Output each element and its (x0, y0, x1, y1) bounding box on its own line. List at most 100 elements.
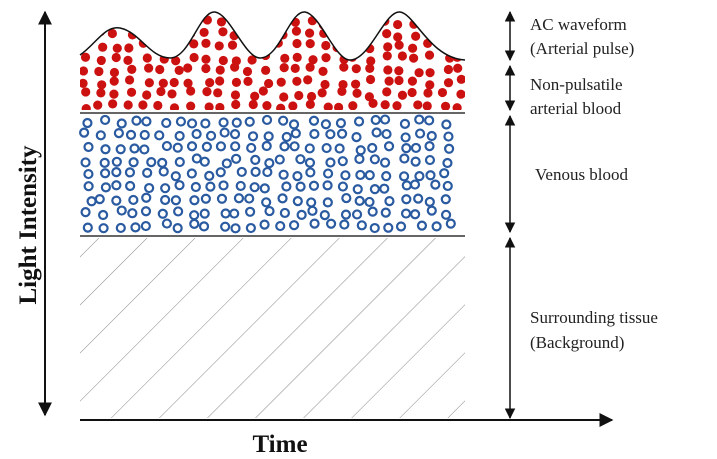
blood-cell (186, 118, 198, 129)
blood-cell (111, 195, 122, 206)
blood-cell (304, 143, 315, 154)
blood-cell (351, 209, 363, 220)
blood-cell (423, 88, 433, 98)
blood-cell (280, 53, 290, 63)
blood-cell (400, 132, 411, 143)
blood-cell (456, 74, 465, 84)
blood-cell (186, 86, 196, 96)
blood-cell (161, 117, 172, 129)
blood-cell (317, 88, 327, 98)
blood-cell (295, 154, 306, 165)
blood-cell (249, 20, 260, 30)
blood-cell (413, 193, 424, 204)
blood-cell (442, 180, 453, 192)
blood-cell (189, 39, 199, 49)
blood-cell (94, 193, 105, 205)
blood-cell (410, 156, 421, 167)
blood-cell (146, 157, 157, 168)
blood-cell (79, 127, 90, 138)
blood-cell (244, 193, 255, 204)
blood-cell (259, 219, 270, 230)
blood-cell (174, 65, 184, 76)
blood-cell (280, 15, 290, 25)
blood-cell (340, 170, 351, 181)
blood-cell (108, 99, 118, 109)
blood-cell (304, 28, 315, 38)
blood-cell (399, 118, 411, 129)
blood-cell (93, 100, 103, 110)
blood-cell (229, 208, 240, 219)
blood-cell (453, 63, 463, 73)
blood-cell (424, 154, 436, 166)
blood-cell (337, 86, 347, 96)
blood-cell (243, 76, 253, 86)
blood-cell (350, 79, 361, 89)
blood-cell (125, 129, 137, 140)
blood-cell (199, 208, 210, 219)
blood-cell (337, 30, 348, 41)
blood-cell (115, 222, 126, 234)
blood-cell (351, 132, 362, 143)
blood-cell (321, 53, 331, 63)
blood-cell (198, 221, 210, 232)
blood-cell (109, 76, 119, 86)
blood-cell (371, 127, 382, 138)
blood-cell (189, 218, 200, 229)
blood-cell (334, 143, 345, 154)
blood-cell (440, 101, 451, 110)
blood-cell (160, 194, 171, 206)
blood-cell (144, 63, 154, 73)
blood-cell (416, 220, 428, 231)
blood-cell (189, 52, 199, 63)
x-axis-label: Time (252, 431, 307, 458)
blood-cell (437, 87, 448, 98)
blood-cell (398, 171, 410, 182)
blood-cell (215, 76, 225, 86)
blood-cell (394, 75, 404, 86)
blood-cell (155, 29, 166, 39)
blood-cell (170, 195, 182, 206)
blood-cell (443, 143, 455, 154)
blood-cell (322, 168, 334, 179)
blood-cell (426, 205, 437, 216)
blood-cell (138, 100, 148, 110)
blood-cell (250, 166, 261, 177)
blood-cell (141, 116, 152, 127)
blood-cell (397, 90, 408, 100)
blood-cell (308, 115, 320, 126)
blood-cell (452, 42, 462, 52)
blood-cell (80, 39, 87, 49)
blood-cell (277, 193, 288, 204)
blood-cell (289, 141, 300, 152)
blood-cell (229, 129, 241, 140)
blood-cell (186, 101, 196, 110)
blood-cell (200, 193, 211, 204)
blood-cell (423, 38, 433, 49)
blood-cell (261, 197, 272, 208)
blood-cell (190, 181, 201, 193)
blood-cell (186, 29, 196, 39)
blood-cell (445, 218, 456, 229)
blood-cell (83, 141, 94, 153)
blood-cell (427, 29, 437, 39)
blood-cell (235, 180, 246, 192)
blood-cell (93, 15, 103, 26)
blood-cell (439, 168, 450, 179)
blood-cell (413, 100, 423, 110)
blood-cell (145, 28, 155, 38)
blood-cell (408, 43, 418, 53)
blood-cell (401, 180, 412, 191)
blood-cell (128, 157, 139, 168)
blood-cell (262, 166, 273, 178)
blood-cell (426, 15, 436, 26)
blood-cell (306, 197, 317, 208)
blood-cell (411, 31, 421, 41)
blood-cell (309, 128, 320, 140)
blood-cell (279, 141, 290, 152)
blood-cell (247, 131, 259, 142)
blood-cell (191, 153, 202, 164)
blood-cell (220, 221, 231, 232)
blood-cell (441, 119, 452, 130)
blood-cell (294, 90, 304, 101)
blood-cell (337, 128, 348, 139)
